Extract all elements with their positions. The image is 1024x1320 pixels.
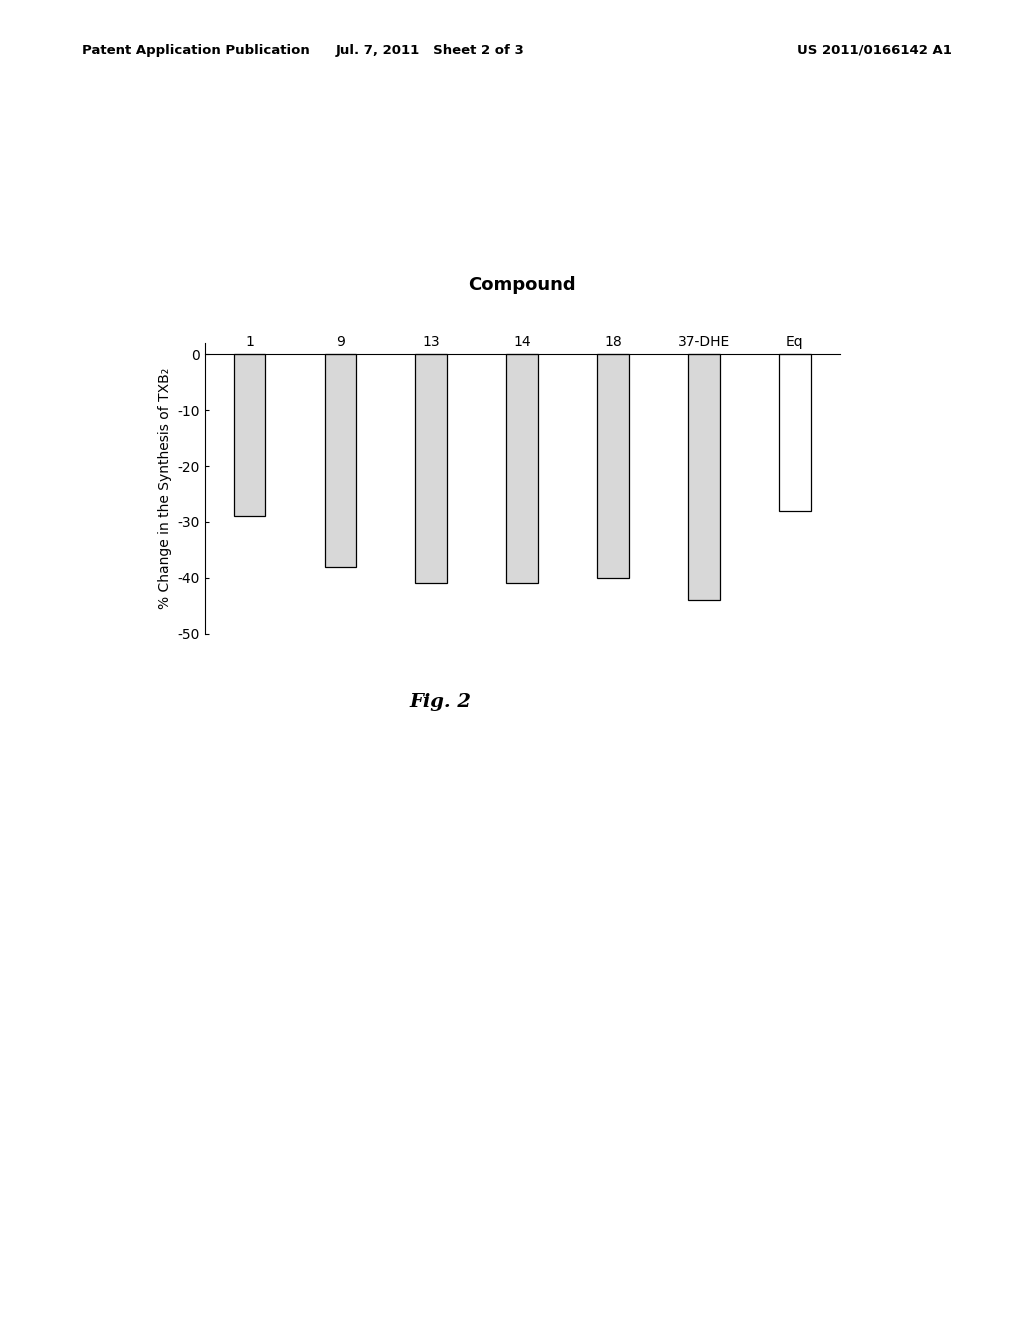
Text: Patent Application Publication: Patent Application Publication [82,44,309,57]
Text: US 2011/0166142 A1: US 2011/0166142 A1 [798,44,952,57]
Text: Fig. 2: Fig. 2 [410,693,471,711]
Y-axis label: % Change in the Synthesis of TXB₂: % Change in the Synthesis of TXB₂ [158,368,172,609]
Bar [325,354,356,566]
Bar [233,354,265,516]
Bar [597,354,629,578]
Bar [506,354,539,583]
Bar [688,354,720,601]
Bar [779,354,811,511]
Title: Compound: Compound [468,276,577,294]
Text: Jul. 7, 2011   Sheet 2 of 3: Jul. 7, 2011 Sheet 2 of 3 [336,44,524,57]
Bar [416,354,447,583]
